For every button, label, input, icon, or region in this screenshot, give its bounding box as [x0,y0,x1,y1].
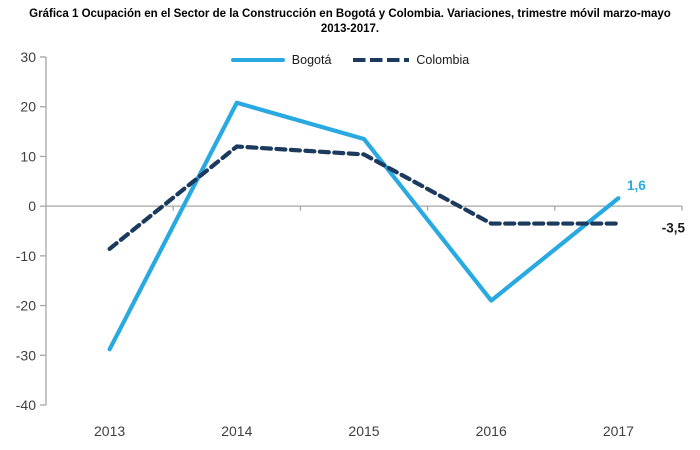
legend-label-bogota: Bogotá [291,53,332,67]
x-tick-label: 2015 [348,423,379,439]
end-data-label-bogotá: 1,6 [627,178,646,193]
legend-item-colombia: Colombia [353,53,469,67]
x-tick-label: 2016 [476,423,507,439]
y-tick-label: 0 [28,198,36,214]
series-line-bogotá [107,100,621,352]
x-tick-label: 2013 [94,423,125,439]
chart-title: Gráfica 1 Ocupación en el Sector de la C… [29,8,671,35]
colombia-dashed-line-swatch [353,58,410,62]
y-tick-label: 20 [20,99,36,115]
series-line-colombia [107,144,621,251]
y-tick-label: -20 [16,298,36,314]
x-tick-label: 2017 [603,423,634,439]
legend-item-bogota: Bogotá [230,53,332,67]
bogota-solid-line-swatch [230,58,285,62]
y-tick-label: 30 [20,49,36,65]
legend-label-colombia: Colombia [416,53,470,67]
end-data-label-colombia: -3,5 [662,221,686,236]
y-tick-label: -40 [16,397,36,413]
y-tick-label: 10 [20,148,36,164]
y-tick-label: -30 [16,347,36,363]
legend: Bogotá Colombia [0,53,700,67]
x-tick-label: 2014 [221,423,252,439]
y-tick-label: -10 [16,248,36,264]
